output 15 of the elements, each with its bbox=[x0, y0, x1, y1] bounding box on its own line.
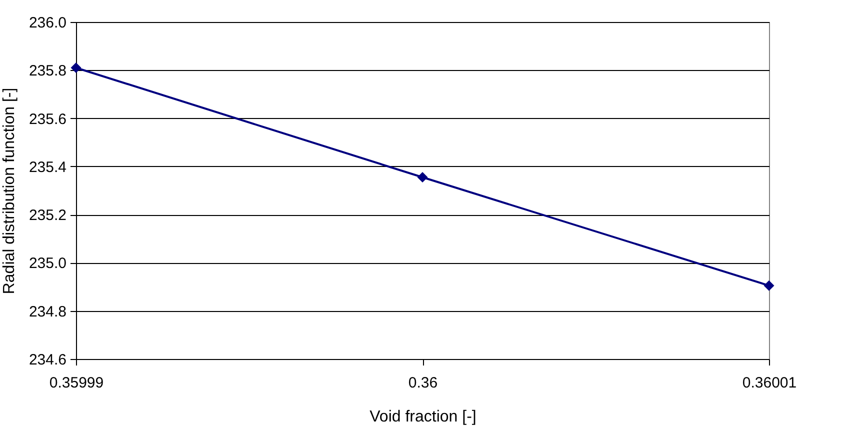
x-tick-label: 0.36 bbox=[408, 374, 438, 392]
y-tick-label: 235.2 bbox=[28, 207, 66, 224]
y-tick-label: 236.0 bbox=[28, 14, 66, 32]
y-tick-label: 235.8 bbox=[28, 62, 66, 80]
x-tick-label: 0.36001 bbox=[742, 374, 797, 392]
y-tick-label: 235.4 bbox=[28, 158, 66, 176]
y-axis-title: Radial distribution function [-] bbox=[0, 88, 18, 294]
y-tick-label: 234.6 bbox=[28, 352, 66, 368]
y-tick-label: 235.0 bbox=[28, 255, 66, 272]
y-tick-label: 235.6 bbox=[28, 110, 66, 128]
y-tick-label: 234.8 bbox=[28, 303, 66, 320]
x-axis-title: Void fraction [-] bbox=[370, 408, 476, 426]
point bbox=[417, 172, 428, 183]
point bbox=[764, 280, 774, 291]
x-tick-label: 0.35999 bbox=[49, 374, 104, 392]
